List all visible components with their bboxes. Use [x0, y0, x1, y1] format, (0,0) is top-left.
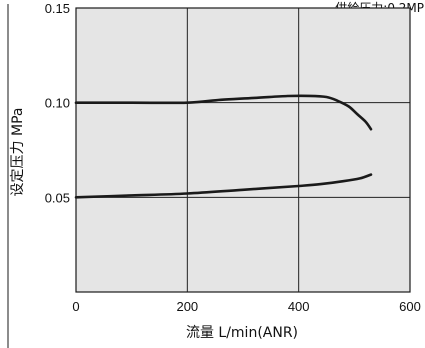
x-tick-label: 400	[288, 299, 310, 314]
series-line-2	[74, 173, 373, 199]
x-tick-label: 200	[176, 299, 198, 314]
y-axis-label: 设定压力 MPa	[10, 108, 26, 197]
y-tick-label: 0.10	[45, 96, 70, 111]
series-layer	[74, 94, 373, 199]
x-tick-label: 0	[72, 299, 79, 314]
plot-area	[76, 8, 410, 292]
x-axis-label: 流量 L/min(ANR)	[186, 325, 298, 341]
plot-frame	[75, 7, 411, 293]
x-tick-label: 600	[399, 299, 421, 314]
grid-lines	[76, 8, 410, 292]
series-line-1	[74, 94, 373, 131]
y-tick-label: 0.15	[45, 1, 70, 16]
y-tick-label: 0.05	[45, 190, 70, 205]
tick-labels: 0 200 400 600 0.05 0.10 0.15	[45, 1, 421, 314]
